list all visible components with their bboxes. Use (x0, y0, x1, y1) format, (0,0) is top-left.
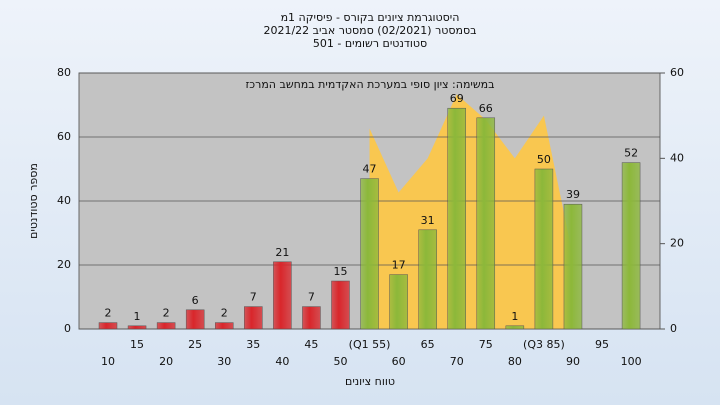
x-tick-label: 25 (188, 338, 202, 351)
y-tick-label: 0 (64, 322, 71, 335)
x-tick-label: 20 (159, 355, 173, 368)
data-label: 2 (105, 307, 112, 320)
x-tick-label: 100 (621, 355, 642, 368)
bar (98, 322, 118, 330)
data-label: 1 (134, 310, 141, 323)
y-tick-label: 40 (57, 194, 71, 207)
bar (273, 261, 292, 330)
x-tick-label: 70 (450, 355, 464, 368)
bar (302, 306, 321, 330)
bar (331, 280, 350, 330)
bar (476, 117, 496, 330)
y-axis-label: מספר סטודנטים (27, 163, 40, 239)
bar (214, 322, 234, 330)
bar (418, 229, 437, 330)
chart-subtitle: בסמסטר (02/2021) סמסטר אביב 2021/22 (263, 24, 476, 37)
x-tick-label: 30 (217, 355, 231, 368)
data-label: 2 (163, 307, 170, 320)
x-tick-label: 45 (304, 338, 318, 351)
x-tick-label: 35 (246, 338, 260, 351)
bar (621, 162, 641, 330)
data-label: 50 (537, 153, 551, 166)
data-label: 39 (566, 188, 580, 201)
bar (244, 306, 263, 330)
x-tick-label: 15 (130, 338, 144, 351)
y-tick-label: 60 (57, 130, 71, 143)
bar (389, 274, 408, 330)
data-label: 21 (275, 246, 289, 259)
bar (563, 203, 583, 330)
bar (447, 107, 466, 330)
data-label: 47 (363, 163, 377, 176)
data-label: 7 (250, 291, 257, 304)
y2-tick-label: 40 (670, 151, 684, 164)
chart-title: היסטוגרמת ציונים בקורס - פיסיקה 1מ (281, 11, 460, 24)
annotation: במשימה: ציון סופי במערכת האקדמית במחשב ה… (245, 78, 494, 91)
bar (156, 322, 176, 330)
x-tick-label: 50 (333, 355, 347, 368)
bar (185, 309, 205, 330)
bar (534, 168, 554, 330)
x-tick-label: 95 (595, 338, 609, 351)
x-tick-label: 40 (275, 355, 289, 368)
chart-subtitle: סטודנטים רשומים - 501 (313, 37, 427, 50)
data-label: 69 (450, 92, 464, 105)
data-label: 1 (511, 310, 518, 323)
x-axis-label: טווח ציונים (345, 375, 395, 388)
data-label: 2 (221, 307, 228, 320)
x-tick-label: (Q1 55) (349, 338, 391, 351)
bar (360, 178, 379, 330)
x-tick-label: 80 (508, 355, 522, 368)
y-tick-label: 80 (57, 66, 71, 79)
y2-tick-label: 0 (670, 322, 677, 335)
x-tick-label: 90 (566, 355, 580, 368)
data-label: 7 (308, 291, 315, 304)
data-label: 66 (479, 102, 493, 115)
y-tick-label: 20 (57, 258, 71, 271)
data-label: 52 (624, 147, 638, 160)
data-label: 15 (333, 265, 347, 278)
data-label: 6 (192, 294, 199, 307)
x-tick-label: (Q3 85) (523, 338, 565, 351)
x-tick-label: 10 (101, 355, 115, 368)
data-label: 31 (421, 214, 435, 227)
x-tick-label: 60 (392, 355, 406, 368)
data-label: 17 (392, 259, 406, 272)
x-tick-label: 65 (421, 338, 435, 351)
bar (127, 325, 147, 330)
x-tick-label: 75 (479, 338, 493, 351)
y2-tick-label: 20 (670, 237, 684, 250)
bar (505, 325, 525, 330)
y2-tick-label: 60 (670, 66, 684, 79)
